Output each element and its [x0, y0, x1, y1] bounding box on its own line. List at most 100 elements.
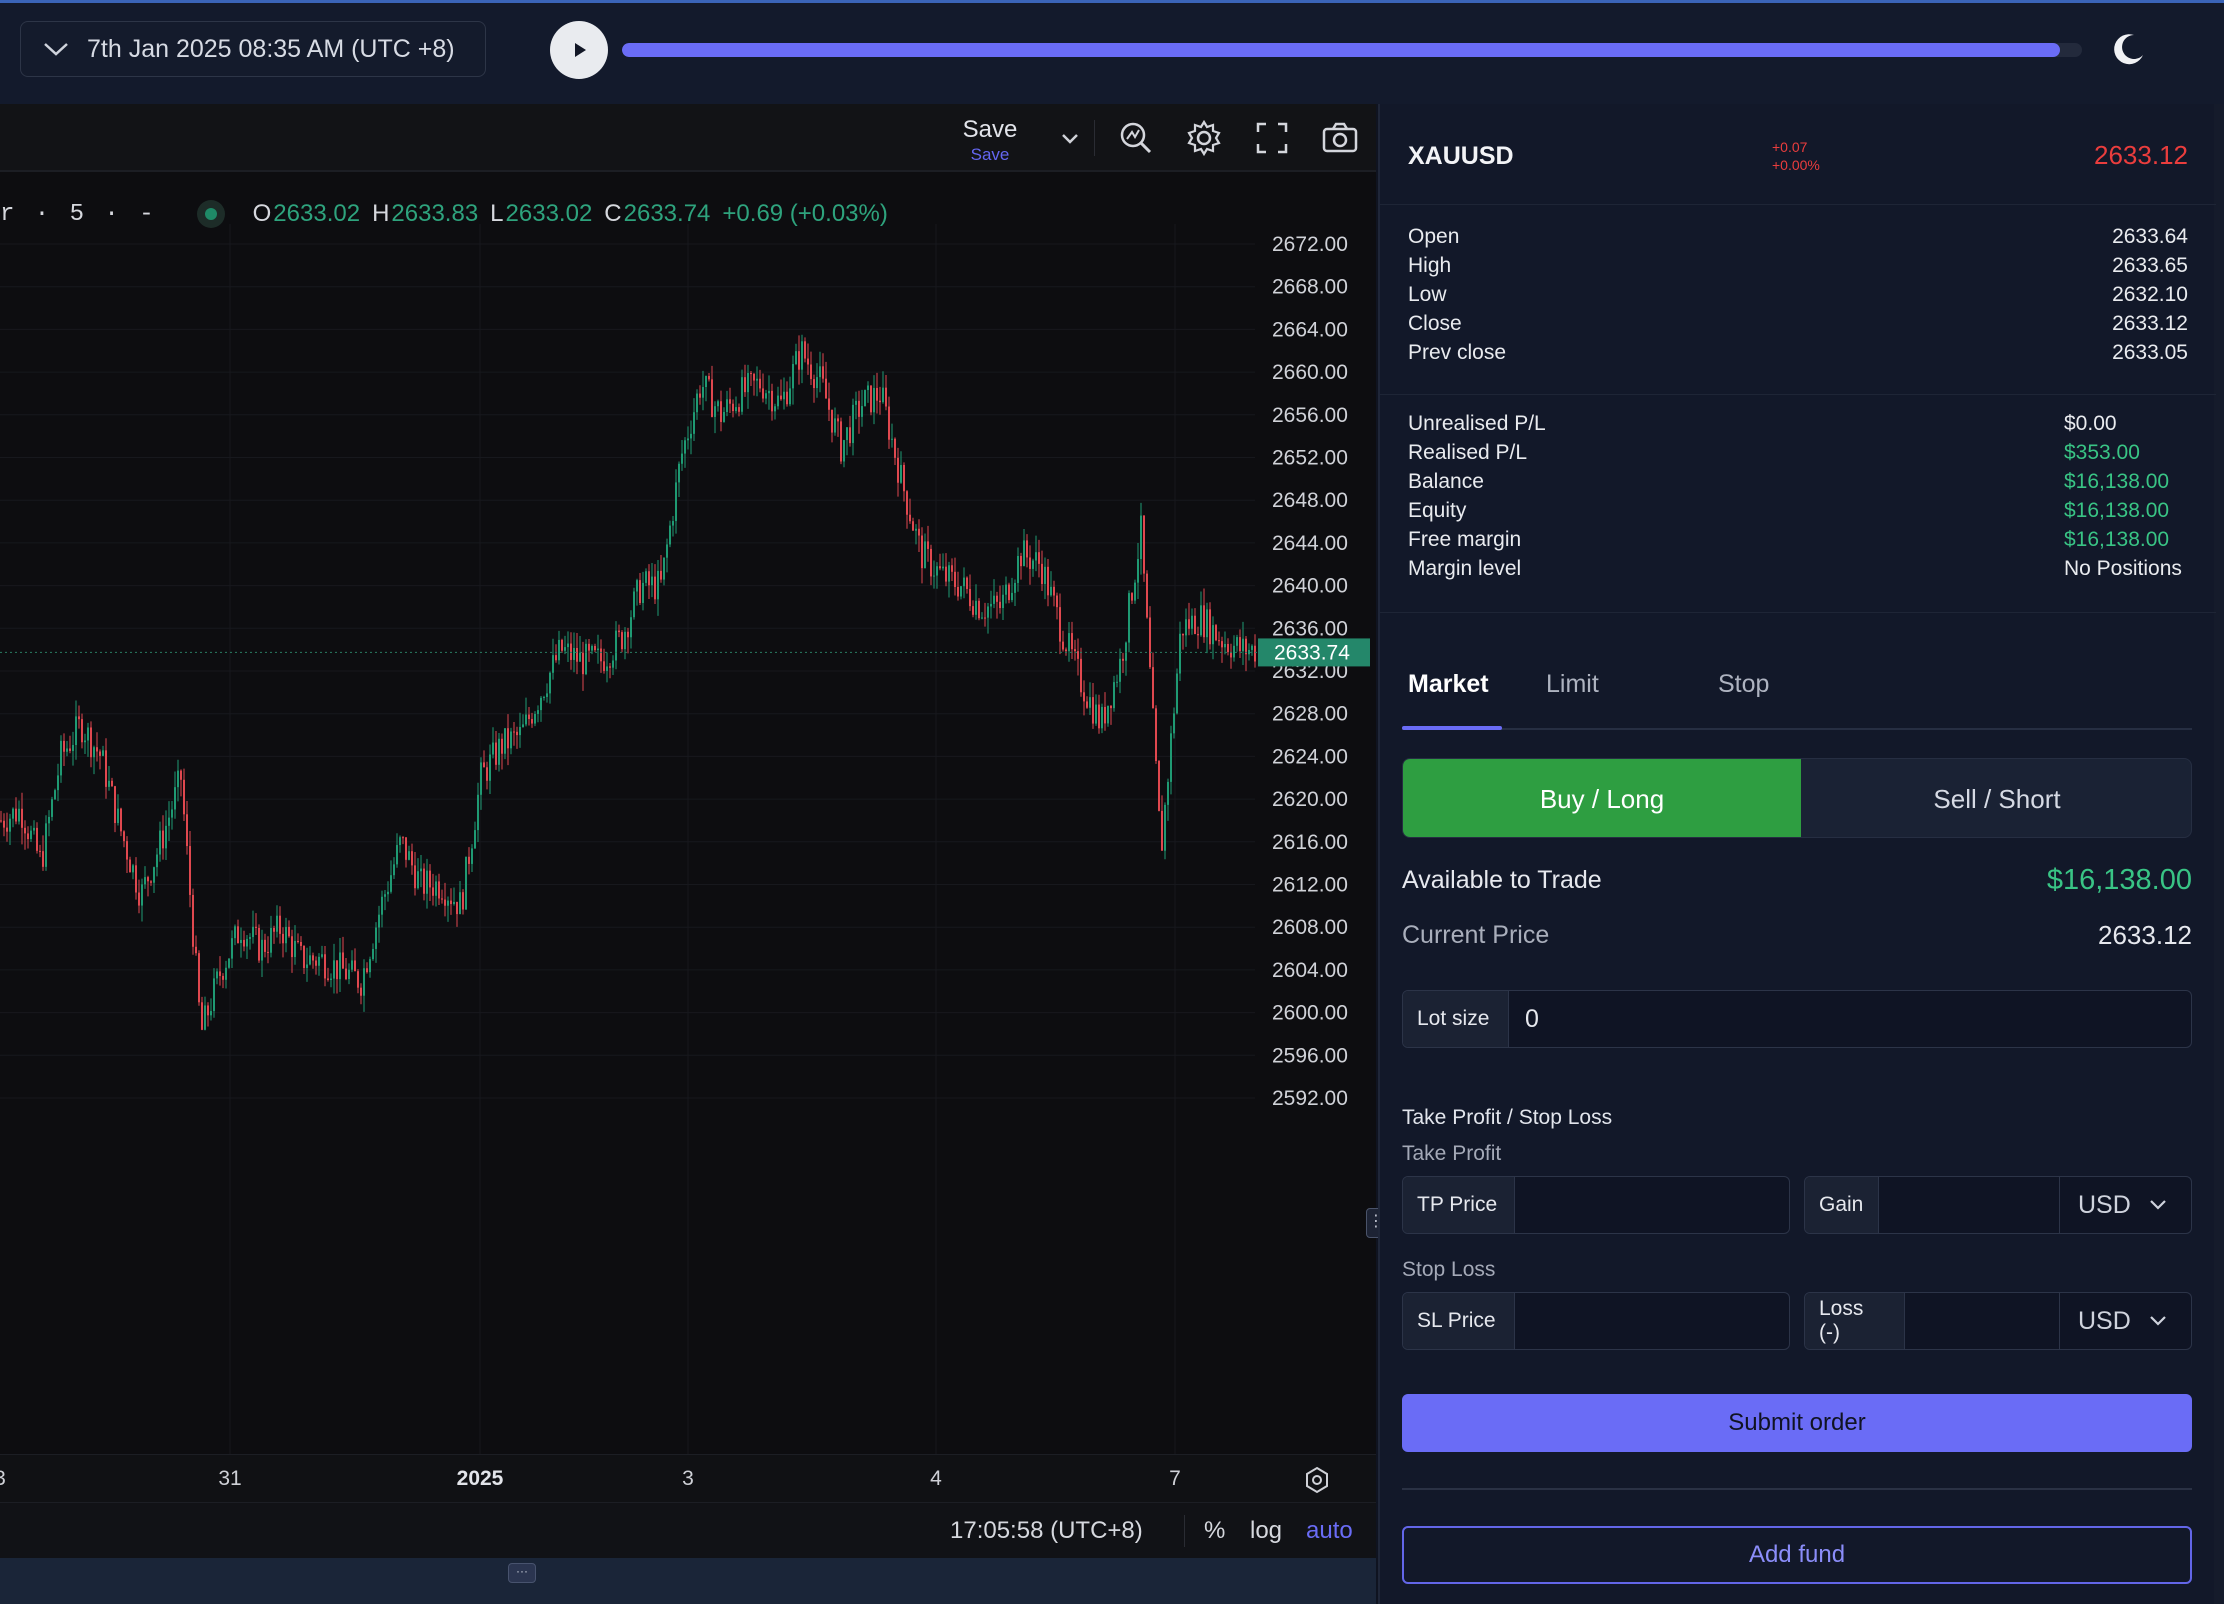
candle-body [12, 808, 14, 819]
indicator-icon[interactable] [1116, 118, 1156, 158]
candle-body [603, 661, 605, 671]
account-value: No Positions [2064, 556, 2182, 580]
candle-body [831, 409, 833, 433]
loss-currency-select[interactable]: USD [2059, 1293, 2191, 1349]
candle-body [96, 747, 98, 752]
candle-body [822, 366, 824, 379]
loss-field: Loss (-) USD [1804, 1292, 2192, 1350]
candle-body [1098, 704, 1100, 729]
candle-body [246, 938, 248, 947]
candle-body [153, 867, 155, 883]
price-tick: 2640.00 [1272, 575, 1348, 598]
price-axis[interactable]: 2672.00 2668.00 2664.00 2660.00 2656.00 2652.… [1272, 233, 1348, 1110]
percent-toggle[interactable]: % [1204, 1517, 1226, 1544]
theme-toggle[interactable] [2108, 29, 2148, 69]
candle-body [6, 827, 8, 832]
candle-body [882, 387, 884, 403]
auto-toggle[interactable]: auto [1306, 1517, 1353, 1544]
price-tick: 2600.00 [1272, 1002, 1348, 1025]
candle-body [867, 385, 869, 391]
date-selector[interactable]: 7th Jan 2025 08:35 AM (UTC +8) [20, 21, 486, 77]
buy-button[interactable]: Buy / Long [1403, 759, 1801, 837]
candle-body [354, 960, 356, 972]
gain-currency-select[interactable]: USD [2059, 1177, 2191, 1233]
candle-body [924, 541, 926, 569]
divider [1380, 612, 2216, 613]
tab-market[interactable]: Market [1408, 670, 1489, 698]
panel-scrollbar[interactable] [2214, 104, 2224, 1604]
candle-body [741, 377, 743, 412]
candle-body [1038, 552, 1040, 564]
tab-limit[interactable]: Limit [1546, 670, 1599, 698]
tab-stop[interactable]: Stop [1718, 670, 1770, 698]
candle-body [1056, 595, 1058, 608]
price-tick: 2652.00 [1272, 447, 1348, 470]
panel-collapse-handle[interactable]: ··· [508, 1563, 536, 1583]
gain-input[interactable] [1879, 1177, 2059, 1233]
loss-input[interactable] [1905, 1293, 2059, 1349]
candle-body [189, 846, 191, 895]
candle-body [33, 827, 35, 831]
submit-order-button[interactable]: Submit order [1402, 1394, 2192, 1452]
candle-body [876, 387, 878, 401]
tp-price-input[interactable] [1515, 1177, 1785, 1233]
candle-body [303, 945, 305, 968]
candle-body [774, 406, 776, 412]
add-fund-button[interactable]: Add fund [1402, 1526, 2192, 1584]
camera-icon[interactable] [1320, 118, 1360, 158]
candle-body [1107, 705, 1109, 724]
candle-body [336, 960, 338, 980]
candle-body [399, 837, 401, 846]
ohlc-value: 2633.12 [2112, 311, 2188, 335]
candle-body [636, 580, 638, 592]
gear-icon[interactable] [1184, 118, 1224, 158]
candle-body [549, 672, 551, 694]
replay-progress[interactable] [622, 43, 2082, 57]
play-button[interactable] [550, 21, 608, 79]
candle-body [1137, 559, 1139, 583]
settings-icon[interactable] [1302, 1465, 1332, 1495]
time-axis[interactable]: 3 31 2025 3 4 7 [0, 1454, 1376, 1502]
candle-body [873, 387, 875, 413]
candle-body [129, 859, 131, 873]
legend-close-label: C [604, 200, 622, 227]
candle-body [162, 830, 164, 849]
sl-price-input[interactable] [1515, 1293, 1785, 1349]
candle-body [1191, 615, 1193, 629]
fullscreen-icon[interactable] [1252, 118, 1292, 158]
candle-body [387, 891, 389, 895]
candle-body [903, 464, 905, 492]
lot-size-input[interactable] [1509, 991, 2189, 1047]
candle-body [699, 393, 701, 398]
candle-body [1143, 515, 1145, 574]
candle-body [984, 617, 986, 619]
candle-body [225, 967, 227, 980]
candle-body [324, 954, 326, 979]
log-toggle[interactable]: log [1250, 1517, 1283, 1544]
candle-body [1128, 593, 1130, 643]
candle-body [1077, 651, 1079, 659]
candle-body [1206, 609, 1208, 638]
candle-body [954, 571, 956, 587]
candle-body [270, 927, 272, 953]
candle-body [693, 412, 695, 434]
legend-open-value: 2633.02 [273, 200, 361, 227]
candle-body [492, 742, 494, 755]
candle-body [306, 964, 308, 968]
candle-body [210, 1011, 212, 1016]
save-button[interactable]: Save Save [950, 116, 1030, 165]
candle-body [291, 936, 293, 958]
candle-body [888, 406, 890, 440]
candle-body [558, 639, 560, 661]
candle-body [1254, 645, 1256, 662]
sell-button[interactable]: Sell / Short [1933, 783, 2061, 814]
chevron-down-icon[interactable] [1050, 118, 1090, 158]
candle-body [639, 580, 641, 604]
price-chart[interactable]: 2672.00 2668.00 2664.00 2660.00 2656.00 2652.… [0, 184, 1376, 1454]
candle-body [585, 643, 587, 675]
candle-body [780, 395, 782, 400]
price-tick: 2628.00 [1272, 703, 1348, 726]
candle-body [507, 728, 509, 749]
price-tick: 2592.00 [1272, 1087, 1348, 1110]
